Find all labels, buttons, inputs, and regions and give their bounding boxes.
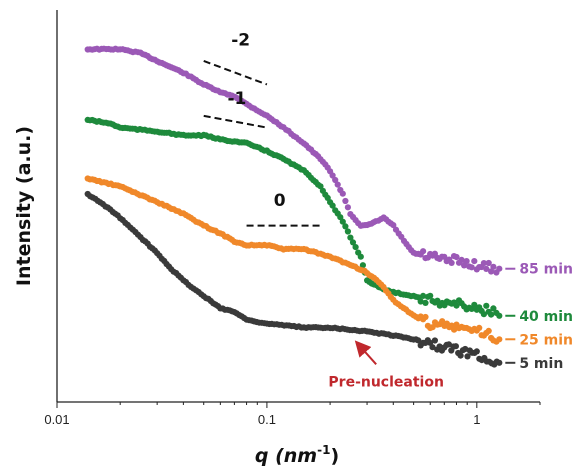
data-point xyxy=(429,324,436,331)
data-point xyxy=(347,234,354,241)
data-point xyxy=(485,259,492,267)
data-point xyxy=(488,268,495,275)
data-point xyxy=(420,248,427,255)
data-point xyxy=(463,258,470,265)
data-point xyxy=(448,259,455,266)
x-axis-title-main: q (nm xyxy=(255,445,317,467)
data-point xyxy=(496,312,503,319)
data-point xyxy=(451,326,458,333)
data-point xyxy=(464,353,471,360)
data-point xyxy=(431,337,438,344)
data-point xyxy=(329,172,336,179)
series-labels: 85 min 40 min 25 min 5 min xyxy=(505,262,573,372)
data-point xyxy=(496,265,503,272)
data-point xyxy=(490,305,497,312)
data-point xyxy=(422,299,429,306)
data-point xyxy=(445,341,452,348)
series-label: 25 min xyxy=(519,332,573,348)
series-40-min xyxy=(84,116,503,319)
series-85-min xyxy=(84,45,503,276)
data-point xyxy=(453,253,460,261)
x-tick-label: 1 xyxy=(473,412,480,427)
data-point xyxy=(342,197,349,205)
data-point xyxy=(349,239,357,246)
series-label: 5 min xyxy=(519,356,563,372)
data-point xyxy=(420,292,427,299)
series-label: 40 min xyxy=(519,309,573,325)
data-point xyxy=(471,301,478,308)
data-point xyxy=(496,359,503,366)
slope-line xyxy=(203,114,268,129)
data-point xyxy=(483,302,490,309)
data-point xyxy=(473,348,480,355)
series-25-min xyxy=(84,175,503,345)
x-ticks: 0.01 0.1 1 xyxy=(44,402,541,427)
data-point xyxy=(427,292,434,299)
data-point xyxy=(329,202,336,209)
data-point xyxy=(434,297,441,304)
data-point xyxy=(457,352,464,359)
data-point xyxy=(480,260,487,267)
data-point xyxy=(359,262,366,269)
annotations: Pre-nucleation xyxy=(328,340,444,390)
data-point xyxy=(485,327,492,334)
annotation-arrow xyxy=(354,340,377,365)
data-point xyxy=(453,302,460,309)
data-point xyxy=(342,223,349,230)
slope-line xyxy=(203,60,268,86)
data-point xyxy=(452,343,459,350)
data-point xyxy=(332,176,339,184)
x-axis-title-sup: -1 xyxy=(317,443,330,457)
data-point xyxy=(429,344,436,351)
data-point xyxy=(458,256,465,263)
slope-label: -2 xyxy=(231,30,250,50)
x-tick-label: 0.1 xyxy=(258,412,276,427)
slope-label: -1 xyxy=(228,89,247,109)
data-point xyxy=(476,324,483,331)
data-point xyxy=(417,298,424,305)
x-tick-label: 0.01 xyxy=(44,412,69,427)
data-point xyxy=(339,190,346,197)
data-point xyxy=(471,258,478,265)
series-5-min xyxy=(84,190,503,368)
data-point xyxy=(339,218,346,225)
data-point xyxy=(415,337,422,344)
data-point xyxy=(490,263,497,270)
series-layer xyxy=(84,45,503,368)
data-point xyxy=(483,265,490,272)
data-point xyxy=(352,244,359,251)
data-point xyxy=(439,318,446,325)
data-point xyxy=(344,204,351,211)
data-point xyxy=(488,311,495,318)
data-point xyxy=(357,253,364,260)
data-point xyxy=(344,228,351,235)
x-axis-title-close: ) xyxy=(330,445,339,467)
x-axis-title: q (nm-1) xyxy=(255,443,339,467)
slope-markers: -2 -1 0 xyxy=(203,30,321,227)
data-point xyxy=(422,313,429,321)
data-point xyxy=(496,336,503,343)
annotation-label: Pre-nucleation xyxy=(328,374,444,390)
data-point xyxy=(334,181,341,188)
data-point xyxy=(480,311,487,318)
slope-label: 0 xyxy=(274,191,286,211)
data-point xyxy=(468,264,475,271)
y-axis-title: Intensity (a.u.) xyxy=(13,126,35,286)
data-point xyxy=(390,222,397,229)
series-label: 85 min xyxy=(519,262,573,278)
